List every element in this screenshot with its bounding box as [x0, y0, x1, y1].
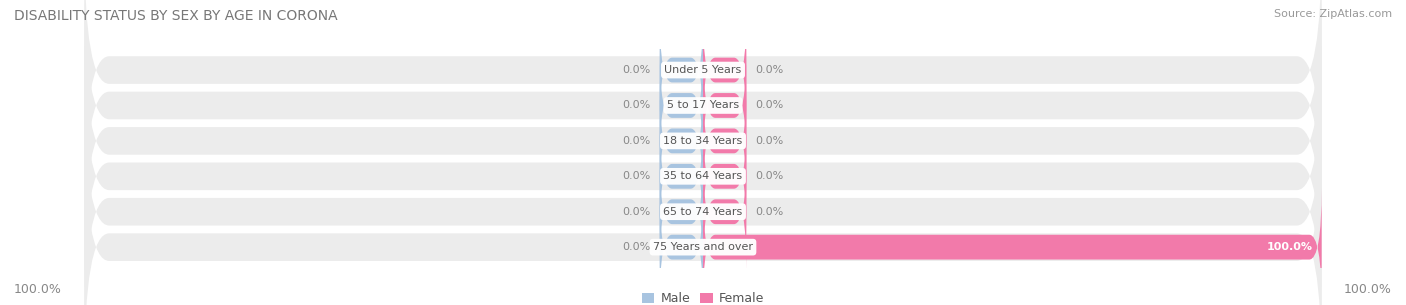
- FancyBboxPatch shape: [84, 0, 1322, 198]
- FancyBboxPatch shape: [84, 13, 1322, 269]
- FancyBboxPatch shape: [84, 84, 1322, 305]
- Text: 100.0%: 100.0%: [1267, 242, 1312, 252]
- FancyBboxPatch shape: [703, 118, 747, 235]
- Text: 0.0%: 0.0%: [755, 100, 783, 110]
- FancyBboxPatch shape: [703, 153, 747, 270]
- Text: 100.0%: 100.0%: [14, 283, 62, 296]
- Text: 18 to 34 Years: 18 to 34 Years: [664, 136, 742, 146]
- Text: 0.0%: 0.0%: [755, 207, 783, 217]
- Text: 100.0%: 100.0%: [1344, 283, 1392, 296]
- Text: 0.0%: 0.0%: [755, 136, 783, 146]
- Text: Under 5 Years: Under 5 Years: [665, 65, 741, 75]
- Text: 35 to 64 Years: 35 to 64 Years: [664, 171, 742, 181]
- FancyBboxPatch shape: [703, 12, 747, 128]
- FancyBboxPatch shape: [84, 48, 1322, 304]
- Legend: Male, Female: Male, Female: [637, 287, 769, 305]
- Text: 0.0%: 0.0%: [755, 171, 783, 181]
- Text: 0.0%: 0.0%: [623, 100, 651, 110]
- Text: DISABILITY STATUS BY SEX BY AGE IN CORONA: DISABILITY STATUS BY SEX BY AGE IN CORON…: [14, 9, 337, 23]
- FancyBboxPatch shape: [659, 82, 703, 199]
- FancyBboxPatch shape: [659, 118, 703, 235]
- Text: 0.0%: 0.0%: [623, 136, 651, 146]
- Text: 65 to 74 Years: 65 to 74 Years: [664, 207, 742, 217]
- FancyBboxPatch shape: [659, 153, 703, 270]
- Text: 5 to 17 Years: 5 to 17 Years: [666, 100, 740, 110]
- FancyBboxPatch shape: [659, 12, 703, 128]
- FancyBboxPatch shape: [703, 47, 747, 164]
- Text: 0.0%: 0.0%: [623, 207, 651, 217]
- Text: 0.0%: 0.0%: [623, 65, 651, 75]
- FancyBboxPatch shape: [84, 0, 1322, 233]
- Text: 0.0%: 0.0%: [623, 242, 651, 252]
- FancyBboxPatch shape: [703, 82, 747, 199]
- Text: 0.0%: 0.0%: [623, 171, 651, 181]
- FancyBboxPatch shape: [84, 119, 1322, 305]
- Text: 0.0%: 0.0%: [755, 65, 783, 75]
- Text: Source: ZipAtlas.com: Source: ZipAtlas.com: [1274, 9, 1392, 19]
- FancyBboxPatch shape: [659, 189, 703, 305]
- FancyBboxPatch shape: [703, 189, 1322, 305]
- FancyBboxPatch shape: [659, 47, 703, 164]
- Text: 75 Years and over: 75 Years and over: [652, 242, 754, 252]
